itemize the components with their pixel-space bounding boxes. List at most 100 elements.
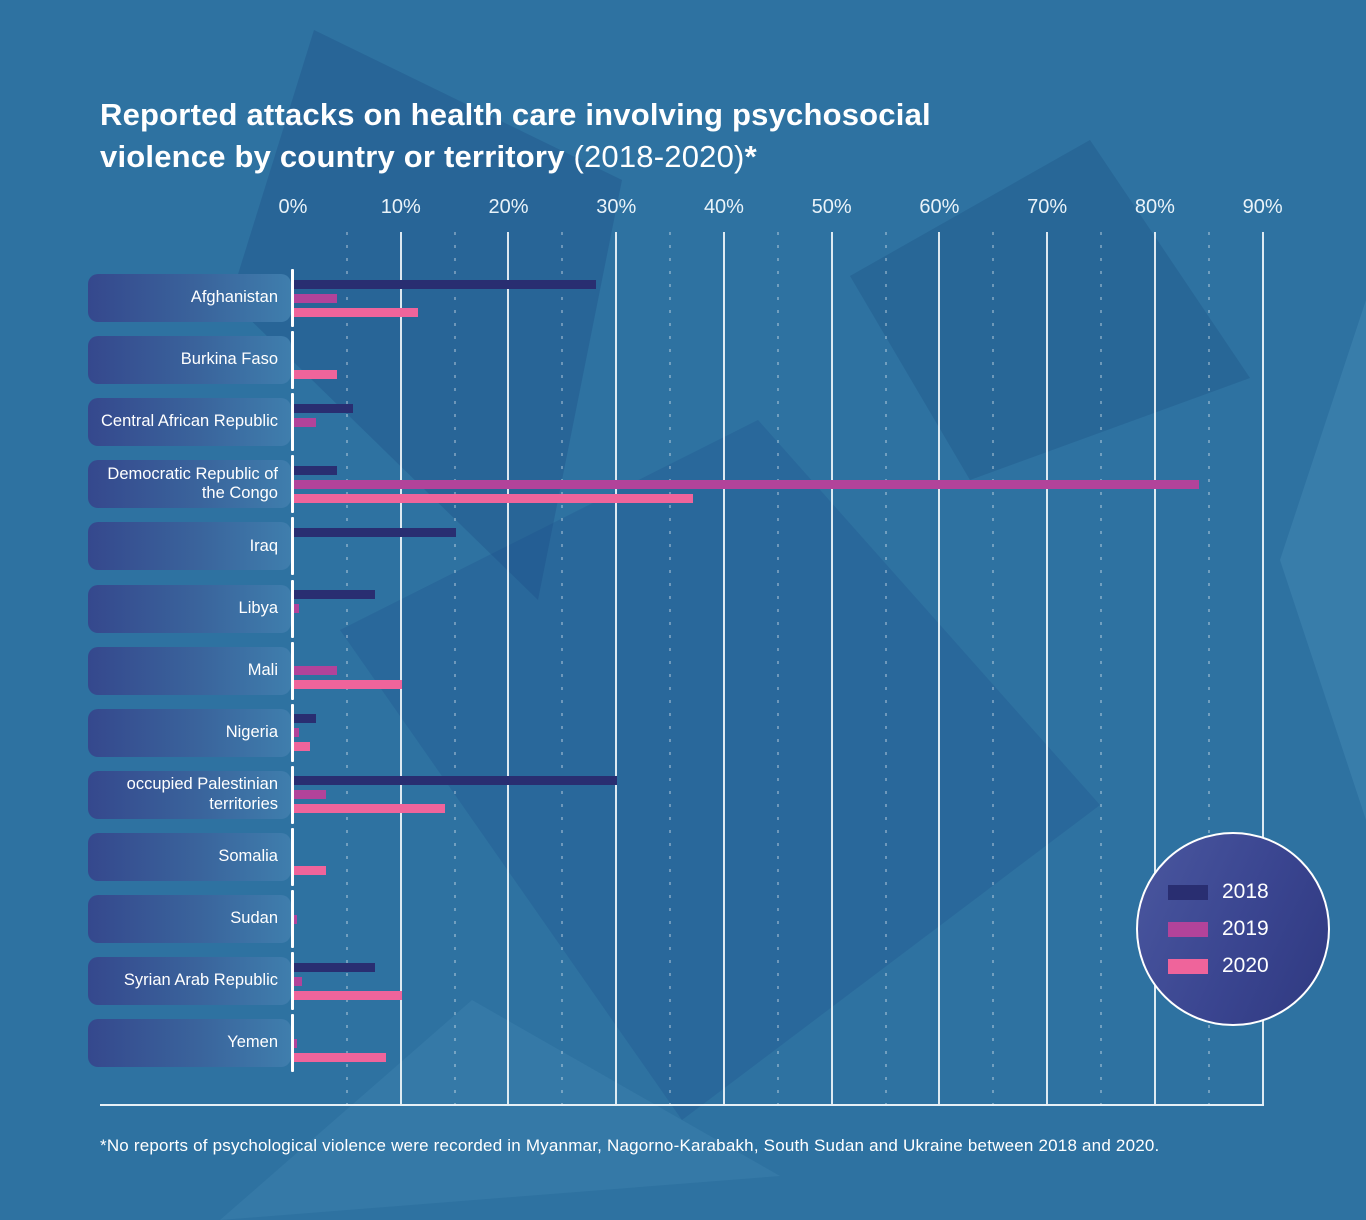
country-label: Iraq — [249, 536, 278, 555]
dotted-gridline — [561, 232, 564, 1104]
gridline-20% — [507, 232, 510, 1104]
x-axis-tick-label: 30% — [596, 196, 637, 218]
legend-swatch-2020 — [1168, 958, 1208, 974]
legend-label: 2018 — [1222, 880, 1269, 903]
legend-label: 2020 — [1222, 954, 1269, 977]
bar-2020-somalia — [294, 866, 327, 876]
zero-axis-tick — [291, 455, 294, 514]
x-axis-tick-label: 80% — [1134, 196, 1175, 218]
zero-axis-tick — [291, 393, 294, 452]
country-label: Nigeria — [225, 722, 278, 741]
dotted-gridline — [669, 232, 672, 1104]
bar-2019-afghanistan — [294, 293, 338, 303]
bar-2020-yemen — [294, 1052, 386, 1062]
zero-axis-tick — [291, 703, 294, 762]
country-pill: Yemen — [88, 1019, 291, 1068]
country-pill: Syrian Arab Republic — [88, 957, 291, 1006]
gridline-30% — [615, 232, 618, 1104]
country-label: Libya — [238, 598, 278, 617]
country-label: Afghanistan — [190, 288, 278, 307]
bar-2020-mali — [294, 680, 402, 690]
bar-2019-occupied-palestinian-territories — [294, 790, 327, 800]
zero-axis-tick — [291, 331, 294, 390]
country-pill: Nigeria — [88, 708, 291, 757]
bar-2019-mali — [294, 666, 338, 676]
dotted-gridline — [884, 232, 887, 1104]
country-pill: Mali — [88, 646, 291, 695]
dotted-gridline — [776, 232, 779, 1104]
x-axis-tick-label: 0% — [278, 196, 308, 218]
bar-2020-nigeria — [294, 742, 311, 752]
chart-title-range: (2018-2020) — [573, 139, 745, 175]
x-axis-tick-label: 50% — [811, 196, 852, 218]
country-label: Central African Republic — [100, 412, 278, 431]
zero-axis-tick — [291, 641, 294, 700]
x-axis-tick-label: 70% — [1027, 196, 1068, 218]
country-pill: Somalia — [88, 832, 291, 881]
zero-axis-tick — [291, 517, 294, 576]
gridline-40% — [722, 232, 725, 1104]
country-pill: Libya — [88, 584, 291, 633]
bar-2018-occupied-palestinian-territories — [294, 776, 618, 786]
x-axis-tick-label: 10% — [380, 196, 421, 218]
bar-2020-afghanistan — [294, 307, 418, 317]
gridline-80% — [1153, 232, 1156, 1104]
bar-2018-nigeria — [294, 714, 316, 724]
country-label: Democratic Republic of the Congo — [107, 464, 278, 503]
chart-title-asterisk: * — [744, 139, 757, 175]
zero-axis-tick — [291, 269, 294, 327]
legend-swatch-2018 — [1168, 884, 1208, 900]
dotted-gridline — [1100, 232, 1103, 1104]
legend-item-2020: 2020 — [1168, 954, 1328, 978]
country-pill: Burkina Faso — [88, 336, 291, 385]
country-pill: Democratic Republic of the Congo — [88, 460, 291, 509]
chart-gridlines — [0, 232, 1366, 1104]
bar-2018-central-african-republic — [294, 403, 354, 413]
zero-axis-tick — [291, 827, 294, 886]
gridline-90% — [1261, 232, 1264, 1104]
gridline-50% — [830, 232, 833, 1104]
bar-2020-burkina-faso — [294, 369, 338, 379]
chart-bottom-axis-line — [100, 1104, 1264, 1106]
bar-2019-nigeria — [294, 728, 300, 738]
x-axis-tick-label: 90% — [1242, 196, 1283, 218]
chart-title-main: Reported attacks on health care involvin… — [100, 97, 931, 175]
bar-2020-democratic-republic-of-the-congo — [294, 493, 693, 503]
x-axis-tick-label: 40% — [703, 196, 744, 218]
legend-label: 2019 — [1222, 917, 1269, 940]
gridline-60% — [938, 232, 941, 1104]
country-label: Burkina Faso — [180, 350, 278, 369]
zero-axis-tick — [291, 890, 294, 948]
country-pill: Central African Republic — [88, 398, 291, 447]
gridline-10% — [399, 232, 402, 1104]
bar-2018-afghanistan — [294, 279, 596, 289]
dotted-gridline — [345, 232, 348, 1104]
dotted-gridline — [992, 232, 995, 1104]
gridline-70% — [1046, 232, 1049, 1104]
legend-item-2019: 2019 — [1168, 917, 1328, 941]
bar-2019-libya — [294, 604, 300, 613]
zero-axis-tick — [291, 1014, 294, 1073]
bar-2018-syrian-arab-republic — [294, 962, 375, 972]
country-label: Syrian Arab Republic — [123, 971, 278, 990]
bar-2019-democratic-republic-of-the-congo — [294, 479, 1200, 489]
zero-axis-tick — [291, 579, 294, 638]
bar-2020-syrian-arab-republic — [294, 990, 402, 1000]
country-label: Sudan — [230, 909, 278, 928]
country-pill: occupied Palestinian territories — [88, 770, 291, 819]
country-label: occupied Palestinian territories — [126, 775, 278, 813]
bar-2018-libya — [294, 590, 375, 599]
chart-footnote: *No reports of psychological violence we… — [100, 1136, 1160, 1155]
bar-2019-central-african-republic — [294, 417, 316, 427]
zero-axis-tick — [291, 952, 294, 1011]
zero-axis-tick — [291, 765, 294, 824]
bar-2019-syrian-arab-republic — [294, 976, 302, 986]
bar-2018-iraq — [294, 527, 456, 537]
dotted-gridline — [1207, 232, 1210, 1104]
country-pill: Afghanistan — [88, 274, 291, 322]
country-label: Somalia — [218, 847, 278, 866]
bar-2019-sudan — [294, 914, 298, 924]
bar-2019-yemen — [294, 1038, 298, 1048]
country-pill: Iraq — [88, 522, 291, 571]
